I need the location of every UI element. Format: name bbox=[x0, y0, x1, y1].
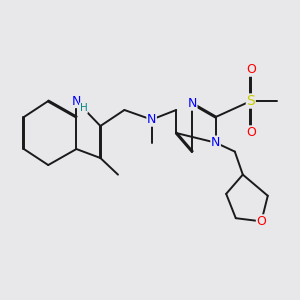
Text: O: O bbox=[246, 126, 256, 139]
Text: O: O bbox=[256, 215, 266, 228]
Text: O: O bbox=[246, 63, 256, 76]
Text: N: N bbox=[72, 94, 81, 107]
Text: N: N bbox=[211, 136, 220, 149]
Text: H: H bbox=[80, 103, 87, 113]
Text: S: S bbox=[246, 94, 255, 108]
Text: N: N bbox=[147, 113, 156, 126]
Text: N: N bbox=[188, 97, 197, 110]
